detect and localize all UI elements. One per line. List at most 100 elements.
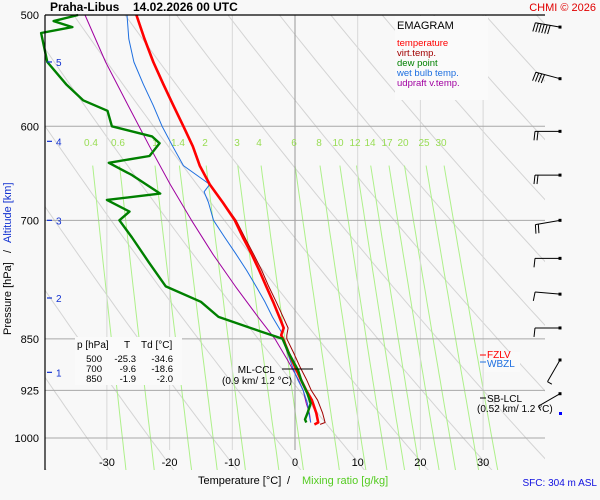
sb-lcl-detail: (0.52 km/ 1.2 °C): [477, 404, 553, 415]
wind-barb-flag: [533, 258, 536, 268]
table-header-p: p [hPa]: [77, 340, 109, 351]
x-axis-title-mixing: Mixing ratio [g/kg]: [302, 475, 388, 487]
table-cell: -1.9: [120, 374, 136, 385]
wind-barb-flag: [537, 224, 540, 234]
wind-barb: [532, 291, 562, 301]
table-box: [75, 337, 182, 385]
dry-adiabat-line: [330, 15, 545, 263]
altitude-tick-label: 4: [56, 137, 62, 148]
pressure-tick-label: 600: [21, 121, 39, 133]
wind-barb-flag: [538, 23, 542, 33]
x-axis-title: Temperature [°C]: [198, 475, 281, 487]
x-axis-separator: /: [287, 475, 291, 487]
wind-barb-flag: [544, 24, 548, 34]
wind-barb-station: [558, 25, 562, 29]
table-cell: -2.0: [157, 374, 173, 385]
dry-adiabat-line: [278, 15, 545, 327]
temperature-tick-labels: -30 -20 -10 0 10 20 30: [99, 457, 489, 469]
temperature-tick-label: 20: [414, 457, 426, 469]
wind-barb-flag: [537, 73, 543, 83]
mixing-ratio-label: 12: [349, 138, 361, 149]
wbzl-label: WBZL: [487, 359, 515, 370]
table-cell: 700: [86, 364, 102, 375]
wind-barb-flag: [547, 25, 551, 35]
pressure-tick-label: 500: [21, 10, 39, 22]
wind-barb-flag: [534, 224, 537, 234]
temperature-tick-label: 30: [477, 457, 489, 469]
wind-barb-shaft: [535, 291, 561, 295]
mixing-ratio-labels: 0.4 0.6 1 1.4 2 3 4 6 8 10 12 14 17 20 25 30: [84, 138, 447, 149]
wind-barbs: [532, 22, 562, 411]
temperature-tick-label: -30: [99, 457, 115, 469]
fzlv-label: FZLV: [487, 350, 511, 361]
altitude-tick-labels: 1 2 3 4 5: [47, 58, 62, 379]
table-cell: -18.6: [151, 364, 173, 375]
wind-barb: [533, 256, 562, 268]
mixing-ratio-label: 25: [418, 138, 430, 149]
wind-barb: [533, 173, 562, 185]
table-cell: -34.6: [151, 354, 173, 365]
wind-barb: [537, 392, 562, 411]
mixing-ratio-label: 17: [381, 138, 393, 149]
dry-adiabat-grid: [45, 15, 545, 470]
pressure-tick-labels: 500 600 700 850 925 1000: [15, 10, 39, 445]
mixing-ratio-label: 4: [256, 138, 262, 149]
wind-barb-station: [558, 129, 562, 133]
y-axis-separator: /: [2, 249, 14, 253]
wind-barb-shaft: [535, 71, 561, 80]
wind-barb-flag: [533, 131, 536, 141]
temperature-tick-label: 0: [292, 457, 298, 469]
series-dew-pointline: [39, 13, 312, 423]
dry-adiabat-line: [45, 289, 175, 470]
freezing-box: [484, 352, 520, 372]
wind-barb-flag: [534, 72, 540, 82]
wind-barb-shaft: [535, 219, 561, 226]
wind-barb-flag: [532, 72, 537, 81]
altitude-tick-label: 3: [56, 216, 62, 227]
dry-adiabat-line: [175, 15, 545, 460]
dry-adiabat-line: [73, 15, 429, 470]
table-cell: -25.3: [114, 354, 136, 365]
wind-barb: [532, 22, 562, 35]
altitude-tick-label: 1: [56, 368, 62, 379]
wind-barb-flag: [536, 175, 539, 185]
ml-ccl-detail: (0.9 km/ 1.2 °C): [222, 376, 292, 387]
dry-adiabat-line: [45, 376, 111, 470]
wind-barb-flag: [541, 24, 545, 34]
surface-elevation: SFC: 304 m ASL: [523, 478, 598, 489]
wind-barb-flag: [533, 175, 536, 185]
mixing-ratio-label: 3: [234, 138, 240, 149]
y-axis-title: Pressure [hPa]: [2, 262, 14, 335]
series-udpraft-v-temp-line: [84, 14, 312, 423]
dry-adiabat-line: [45, 47, 366, 470]
series-wet-bulb-temp-line: [126, 14, 312, 423]
y-axis-title-altitude: Altitude [km]: [2, 182, 14, 243]
ml-ccl-label: ML-CCL: [238, 365, 276, 376]
mixing-ratio-label: 8: [316, 138, 322, 149]
legend-title: EMAGRAM: [397, 20, 454, 32]
wind-barb: [533, 129, 562, 141]
wind-barb-station: [558, 292, 562, 296]
table-row: 700 -9.6 -18.6: [86, 364, 173, 375]
wind-barb: [534, 218, 562, 234]
legend-item-wet-bulb: wet bulb temp.: [396, 68, 459, 79]
pressure-tick-label: 925: [21, 385, 39, 397]
table-cell: 500: [86, 354, 102, 365]
dry-adiabat-line: [432, 15, 545, 141]
wind-barb-flag: [532, 22, 536, 32]
legend: EMAGRAM temperature virt.temp. dew point…: [395, 16, 488, 100]
table-cell: -9.6: [120, 364, 136, 375]
mixing-ratio-label: 0.4: [84, 138, 98, 149]
surface-marker: [559, 412, 562, 415]
dry-adiabat-line: [45, 205, 238, 470]
legend-item-dew-point: dew point: [397, 58, 438, 69]
wind-barb-half-flag: [547, 381, 553, 385]
wind-barb-station: [558, 326, 562, 330]
wind-barb-station: [558, 218, 562, 222]
temperature-tick-label: 10: [352, 457, 364, 469]
wind-barb-station: [558, 173, 562, 177]
pressure-tick-label: 1000: [15, 433, 39, 445]
wind-barb: [547, 358, 562, 385]
